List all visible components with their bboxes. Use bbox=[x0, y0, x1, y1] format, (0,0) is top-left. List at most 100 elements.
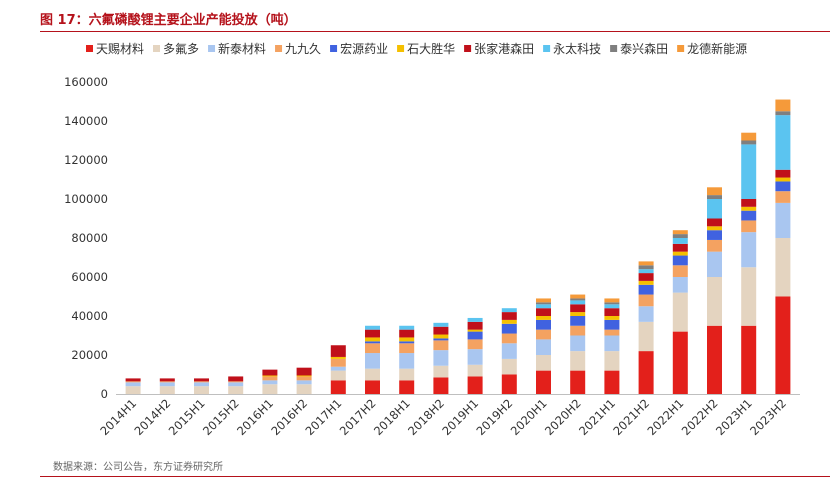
bar-segment bbox=[467, 376, 483, 394]
legend: 天赐材料 多氟多 新泰材料 九九久 宏源药业 石大胜华 张家港森田 永太科技 泰兴森田 龙德新能源 bbox=[86, 41, 747, 56]
bar-segment bbox=[433, 340, 449, 351]
bar-segment bbox=[570, 312, 586, 316]
bar-segment bbox=[638, 294, 654, 307]
bar-segment bbox=[433, 365, 449, 378]
bar-segment bbox=[604, 370, 620, 394]
legend-swatch bbox=[677, 45, 685, 52]
bar-segment bbox=[604, 304, 620, 309]
bar-segment bbox=[467, 339, 483, 350]
bar-segment bbox=[672, 251, 688, 256]
bar-segment bbox=[365, 329, 380, 338]
bar-segment bbox=[741, 132, 757, 141]
title-divider bbox=[40, 31, 830, 32]
x-tick-label: 2014H1 bbox=[97, 396, 139, 438]
chart-title: 图 17：六氟磷酸锂主要企业产能投放（吨） bbox=[40, 13, 297, 28]
bar-segment bbox=[536, 370, 551, 394]
bar-segment bbox=[159, 381, 175, 383]
bar-segment bbox=[775, 181, 791, 192]
legend-item: 宏源药业 bbox=[330, 41, 388, 56]
legend-item: 多氟多 bbox=[153, 42, 199, 56]
bar-segment bbox=[330, 345, 346, 357]
bar-segment bbox=[365, 343, 380, 354]
bar-segment bbox=[330, 356, 346, 359]
legend-label: 永太科技 bbox=[553, 41, 601, 56]
bar-segment bbox=[399, 325, 415, 330]
legend-label: 张家港森田 bbox=[474, 41, 534, 56]
bar-segment bbox=[707, 195, 722, 199]
x-tick-label: 2023H1 bbox=[713, 396, 755, 438]
bar-segment bbox=[433, 334, 449, 339]
bar-segment bbox=[672, 243, 688, 252]
x-tick-label: 2019H1 bbox=[439, 396, 481, 438]
bar-segment bbox=[262, 369, 278, 376]
bar-segment bbox=[433, 322, 449, 327]
bar-segment bbox=[536, 304, 551, 309]
bar-segment bbox=[741, 325, 757, 394]
bar-segment bbox=[262, 376, 278, 381]
bar-segment bbox=[775, 202, 791, 238]
bar-segment bbox=[501, 323, 517, 334]
bar-segment bbox=[604, 319, 620, 330]
legend-label: 宏源药业 bbox=[340, 41, 388, 56]
legend-label: 新泰材料 bbox=[218, 41, 266, 56]
x-tick-label: 2021H2 bbox=[610, 396, 652, 438]
bar-segment bbox=[194, 382, 209, 387]
bar-segment bbox=[159, 378, 175, 382]
legend-label: 天赐材料 bbox=[96, 42, 144, 56]
x-tick-label: 2014H2 bbox=[132, 396, 174, 438]
bar-segment bbox=[399, 368, 415, 381]
bar-segment bbox=[296, 375, 312, 377]
bar-segment bbox=[296, 384, 312, 394]
bar-segment bbox=[194, 378, 209, 382]
legend-item: 九九久 bbox=[275, 42, 321, 56]
bar-segment bbox=[672, 238, 688, 244]
bar-segment bbox=[433, 377, 449, 394]
x-tick-label: 2021H1 bbox=[576, 396, 618, 438]
x-tick-label: 2023H2 bbox=[747, 396, 789, 438]
bar-segment bbox=[672, 265, 688, 277]
bar-segment bbox=[536, 298, 551, 303]
bar-segment bbox=[330, 380, 346, 394]
bar-segment bbox=[707, 218, 722, 227]
bar-segment bbox=[570, 294, 586, 299]
bar-segment bbox=[536, 319, 551, 330]
bar-segment bbox=[536, 355, 551, 371]
bar-segment bbox=[399, 337, 415, 342]
bar-segment bbox=[330, 366, 346, 371]
bar-segment bbox=[741, 210, 757, 221]
bar-segment bbox=[672, 230, 688, 235]
y-tick-label: 20000 bbox=[71, 348, 108, 362]
bar-segment bbox=[570, 304, 586, 313]
legend-item: 泰兴森田 bbox=[610, 41, 668, 56]
bar-segment bbox=[604, 298, 620, 303]
bar-segment bbox=[296, 367, 312, 376]
bar-segment bbox=[365, 341, 380, 344]
bar-segment bbox=[262, 375, 278, 377]
legend-item: 天赐材料 bbox=[86, 42, 144, 56]
bar-segment bbox=[467, 349, 483, 365]
bar-segment bbox=[707, 199, 722, 219]
legend-label: 多氟多 bbox=[163, 42, 199, 56]
legend-label: 泰兴森田 bbox=[620, 41, 668, 56]
bar-segment bbox=[467, 321, 483, 330]
bar-segment bbox=[501, 308, 517, 313]
bar-segment bbox=[638, 284, 654, 295]
bar-segment bbox=[638, 265, 654, 270]
x-tick-label: 2017H2 bbox=[337, 396, 379, 438]
source-note: 数据来源：公司公告，东方证券研究所 bbox=[53, 462, 223, 473]
bar-segment bbox=[741, 140, 757, 145]
y-tick-label: 120000 bbox=[64, 153, 108, 167]
legend-swatch bbox=[153, 45, 161, 52]
bar-segment bbox=[741, 232, 757, 268]
y-tick-label: 160000 bbox=[64, 75, 108, 89]
bar-segment bbox=[330, 370, 346, 381]
bar-segment bbox=[638, 351, 654, 394]
bar-segment bbox=[536, 339, 551, 355]
bar-segment bbox=[536, 302, 551, 305]
bar-segment bbox=[228, 381, 244, 383]
bar-segment bbox=[536, 329, 551, 340]
bar-segment bbox=[365, 353, 380, 369]
bar-segment bbox=[228, 386, 244, 394]
x-tick-label: 2018H2 bbox=[405, 396, 447, 438]
